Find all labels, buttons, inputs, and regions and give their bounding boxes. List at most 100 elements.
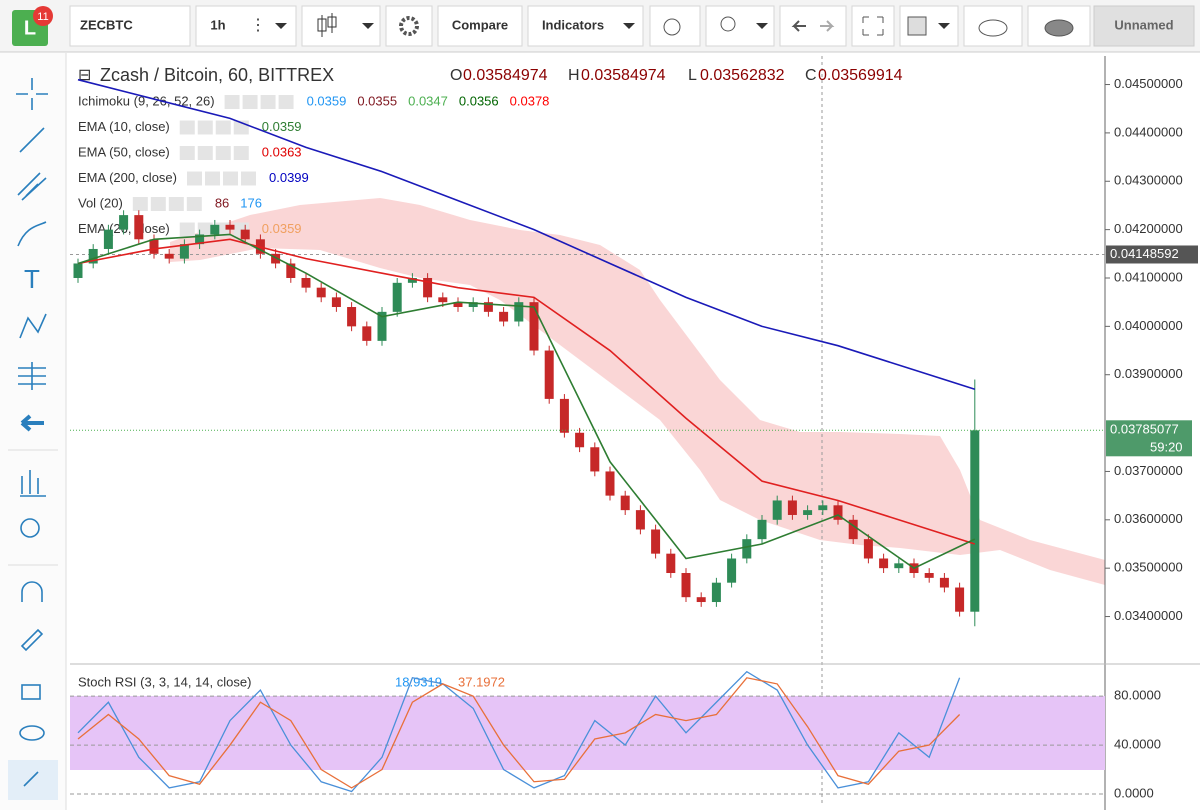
legend-l-label: L xyxy=(688,67,697,84)
study-button[interactable] xyxy=(186,197,202,211)
candle-body xyxy=(757,519,767,540)
candle-body xyxy=(787,500,797,515)
candle-body xyxy=(483,302,493,312)
symbol-box[interactable] xyxy=(69,5,191,47)
symbol[interactable]: ZECBTC xyxy=(80,17,133,32)
candle-body xyxy=(559,398,569,433)
candle-body xyxy=(316,287,326,298)
lock-draw-tool[interactable] xyxy=(20,628,44,652)
study-button[interactable] xyxy=(233,146,249,160)
study-button[interactable] xyxy=(132,197,148,211)
study-button[interactable] xyxy=(197,222,213,237)
layout-name[interactable]: Unnamed xyxy=(1114,17,1173,32)
unlock-tool[interactable] xyxy=(21,684,41,700)
link-tool[interactable] xyxy=(23,771,39,787)
magnet-tool[interactable] xyxy=(21,581,43,602)
study-button[interactable] xyxy=(224,95,240,109)
layout-name-box[interactable] xyxy=(1093,5,1195,47)
plot-area xyxy=(70,56,1200,810)
candle-body xyxy=(347,307,357,327)
crosshair-tool[interactable] xyxy=(16,78,48,110)
indicators-box[interactable] xyxy=(527,5,644,47)
candle-icon[interactable] xyxy=(317,13,337,37)
candle-body xyxy=(73,263,83,278)
back-tool[interactable] xyxy=(20,414,44,432)
study-button[interactable] xyxy=(205,171,220,186)
study-button[interactable] xyxy=(215,120,231,135)
study-name: EMA (200, close) xyxy=(78,170,177,185)
candle-body xyxy=(179,244,189,259)
settings-box[interactable] xyxy=(385,5,433,47)
fib-tool[interactable] xyxy=(17,172,47,201)
study-button[interactable] xyxy=(215,146,231,160)
indicators[interactable]: Indicators xyxy=(542,17,604,32)
dropdown[interactable] xyxy=(362,23,374,29)
study-name: Ichimoku (9, 26, 52, 26) xyxy=(78,93,215,108)
dropdown[interactable] xyxy=(623,23,635,29)
indicator-tool[interactable] xyxy=(20,470,46,497)
indicator-line xyxy=(77,78,976,390)
load-box[interactable] xyxy=(963,5,1023,47)
cloud-down-icon[interactable] xyxy=(978,19,1008,37)
study-button[interactable] xyxy=(187,171,202,186)
last-price-box xyxy=(1106,420,1192,457)
candle-body xyxy=(696,597,706,603)
bulb-icon[interactable] xyxy=(720,16,736,32)
trendline-tool[interactable] xyxy=(19,127,45,153)
menu-dots[interactable]: ⋮ xyxy=(250,17,266,34)
study-button[interactable] xyxy=(241,171,256,186)
candle-body xyxy=(286,263,296,278)
study-value: 86 xyxy=(215,195,229,210)
undo-redo-box[interactable] xyxy=(779,5,847,47)
y-tick-label: 0.03900000 xyxy=(1114,366,1183,381)
pattern-tool[interactable] xyxy=(19,313,47,339)
study-name: EMA (10, close) xyxy=(78,119,170,134)
fullscreen-box[interactable] xyxy=(851,5,895,47)
alert-box[interactable] xyxy=(649,5,701,47)
dropdown[interactable] xyxy=(756,23,768,29)
layout-icon[interactable] xyxy=(907,16,927,36)
study-value: 0.0359 xyxy=(307,93,347,108)
study-button[interactable] xyxy=(197,120,213,135)
eye-tool[interactable] xyxy=(19,725,45,741)
dropdown[interactable] xyxy=(938,23,950,29)
candle-body xyxy=(301,277,311,288)
measure-tool[interactable] xyxy=(18,362,46,390)
y-tick-label: 0.04400000 xyxy=(1114,124,1183,139)
redo-icon[interactable] xyxy=(820,20,835,32)
cloud-up-icon[interactable] xyxy=(1044,19,1074,37)
compare[interactable]: Compare xyxy=(452,17,508,32)
legend-l: 0.03562832 xyxy=(700,67,785,84)
study-button[interactable] xyxy=(260,95,276,109)
gear-icon[interactable] xyxy=(399,16,419,36)
dropdown[interactable] xyxy=(275,23,287,29)
undo-icon[interactable] xyxy=(791,20,806,32)
y-tick-label: 0.03700000 xyxy=(1114,463,1183,478)
candle-body xyxy=(635,510,645,530)
text-tool[interactable]: T xyxy=(24,264,40,294)
candle-body xyxy=(377,311,387,341)
stoch-k: 18.9319 xyxy=(395,674,442,689)
indicator-line xyxy=(77,233,976,570)
study-button[interactable] xyxy=(197,146,213,160)
study-value: 176 xyxy=(240,195,262,210)
compare-box[interactable] xyxy=(437,5,523,47)
study-button[interactable] xyxy=(179,222,195,237)
legend-c: 0.03569914 xyxy=(818,67,903,84)
legend-title: Zcash / Bitcoin, 60, BITTREX xyxy=(100,65,334,85)
study-button[interactable] xyxy=(179,120,195,135)
study-button[interactable] xyxy=(179,146,195,160)
study-button[interactable] xyxy=(168,197,184,211)
candle-body xyxy=(407,277,417,283)
zoom-tool[interactable] xyxy=(20,518,40,538)
fullscreen-icon[interactable] xyxy=(862,16,884,36)
link-tool-bg[interactable] xyxy=(8,760,58,800)
study-button[interactable] xyxy=(223,171,238,186)
study-button[interactable] xyxy=(242,95,258,109)
interval[interactable]: 1h xyxy=(210,17,225,32)
alarm-icon[interactable] xyxy=(663,18,681,36)
study-button[interactable] xyxy=(278,95,294,109)
study-button[interactable] xyxy=(150,197,166,211)
brush-tool[interactable] xyxy=(17,221,47,247)
